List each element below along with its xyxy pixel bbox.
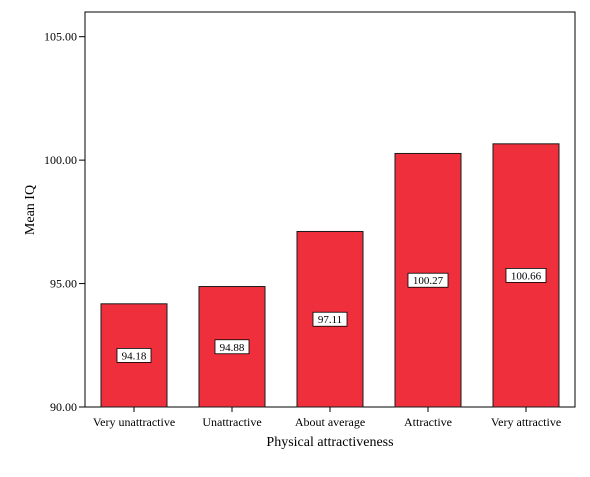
data-label-box: [116, 348, 152, 363]
y-axis-title: Mean IQ: [23, 185, 38, 235]
data-label: 94.18: [122, 350, 147, 362]
y-tick-label: 100.00: [44, 153, 77, 167]
x-tick-label: Unattractive: [202, 415, 261, 429]
data-label-box: [214, 339, 250, 355]
x-tick-label: Attractive: [404, 415, 452, 429]
data-label-box: [312, 311, 348, 327]
bars-layer: 94.18 94.88 97.11 100.27 100.66: [100, 143, 560, 408]
y-axis-ticks: 90.00 95.00 100.00 105.00: [44, 30, 85, 414]
x-tick-label: Very unattractive: [93, 415, 175, 429]
x-tick-label: About average: [295, 415, 365, 429]
data-label-box: [505, 268, 547, 283]
data-label-box: [407, 272, 449, 288]
x-axis-title: Physical attractiveness: [266, 435, 393, 450]
y-tick-label: 90.00: [50, 400, 77, 414]
y-tick-label: 95.00: [50, 277, 77, 291]
x-axis-ticks: Very unattractive Unattractive About avera…: [93, 407, 561, 429]
x-tick-label: Very attractive: [491, 415, 561, 429]
data-label: 100.27: [413, 275, 444, 287]
data-label: 97.11: [318, 314, 342, 326]
y-tick-label: 105.00: [44, 30, 77, 44]
data-label: 94.88: [220, 342, 245, 354]
data-label: 100.66: [511, 270, 542, 282]
